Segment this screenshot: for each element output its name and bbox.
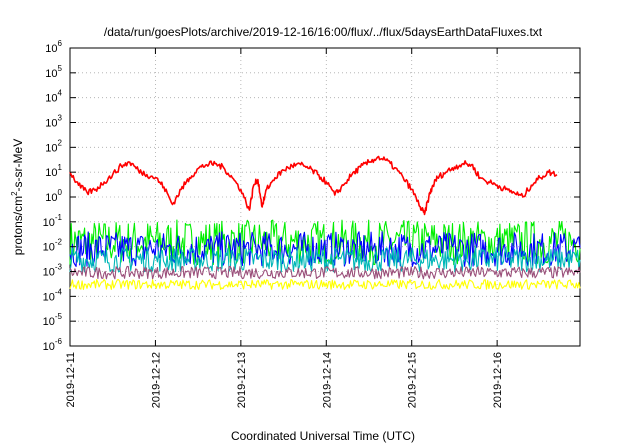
y-tick-label: 100 xyxy=(45,188,62,204)
y-axis: 10-6 10-5 10-4 10-3 10-2 10-1 100 101 102 103 104 1… xyxy=(43,39,580,353)
series-line xyxy=(69,155,558,216)
grid xyxy=(70,48,580,346)
x-axis-title: Coordinated Universal Time (UTC) xyxy=(231,429,415,443)
y-tick-label: 104 xyxy=(45,89,62,105)
y-tick-label: 101 xyxy=(45,163,62,179)
x-tick-label: 2019-12-16 xyxy=(492,352,504,408)
y-tick-label: 10-1 xyxy=(43,213,63,229)
y-tick-label: 102 xyxy=(45,138,62,154)
chart-title: /data/run/goesPlots/archive/2019-12-16/1… xyxy=(104,25,543,39)
x-tick-label: 2019-12-12 xyxy=(150,352,162,408)
series-layer xyxy=(69,155,581,290)
x-tick-label: 2019-12-15 xyxy=(407,352,419,408)
y-tick-label: 106 xyxy=(45,39,62,55)
y-tick-label: 103 xyxy=(45,114,62,130)
x-axis: 2019-12-11 2019-12-12 2019-12-13 2019-12-14… xyxy=(65,48,504,408)
series-line xyxy=(69,265,581,280)
x-tick-label: 2019-12-13 xyxy=(236,352,248,408)
y-tick-label: 10-3 xyxy=(43,263,63,279)
y-tick-label: 10-5 xyxy=(43,312,63,328)
y-tick-label: 10-6 xyxy=(43,337,63,353)
y-tick-label: 10-4 xyxy=(43,287,63,303)
series-line xyxy=(69,219,581,266)
x-tick-label: 2019-12-14 xyxy=(321,352,333,408)
series-line xyxy=(69,279,581,290)
y-axis-title: protons/cm2-s-sr-MeV xyxy=(10,139,25,255)
y-tick-label: 10-2 xyxy=(43,238,63,254)
x-tick-label: 2019-12-11 xyxy=(65,352,77,407)
y-tick-label: 105 xyxy=(45,64,62,80)
